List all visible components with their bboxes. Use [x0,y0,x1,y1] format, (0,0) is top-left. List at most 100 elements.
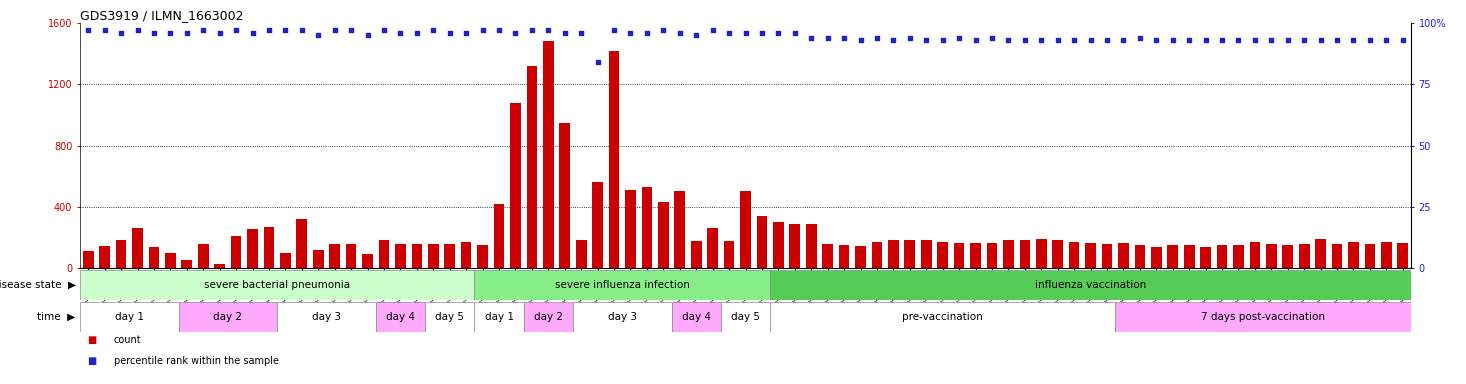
Text: pre-vaccination: pre-vaccination [902,312,984,322]
Point [1259,37,1283,43]
Point [553,30,576,36]
Bar [855,246,866,268]
Point [751,30,774,36]
Text: day 4: day 4 [682,312,711,322]
Bar [1101,243,1113,268]
Point [323,27,346,33]
Point [963,37,987,43]
Bar [198,244,208,268]
Bar [690,241,702,268]
Point [717,30,740,36]
Bar [1349,242,1359,268]
Bar [1119,243,1129,268]
Bar [84,251,94,268]
Bar [573,302,671,332]
Bar [312,250,324,268]
Bar [1167,245,1179,268]
Point [471,27,494,33]
Point [290,27,314,33]
Bar [773,222,784,268]
Point [1045,37,1069,43]
Point [734,30,758,36]
Point [947,35,970,41]
Point [1309,37,1333,43]
Bar [214,264,224,268]
Bar [806,223,817,268]
Text: day 5: day 5 [435,312,465,322]
Bar [1069,242,1079,268]
Bar [230,236,242,268]
Point [569,30,592,36]
Point [997,37,1020,43]
Text: day 3: day 3 [312,312,342,322]
Point [1177,37,1201,43]
Bar [592,182,603,268]
Point [372,27,396,33]
Bar [658,202,668,268]
Point [1341,37,1365,43]
Point [257,27,280,33]
Bar [1299,244,1309,268]
Point [504,30,528,36]
Point [192,27,216,33]
Bar [822,244,833,268]
Bar [707,228,718,268]
Point [833,35,856,41]
Point [174,30,198,36]
Bar [1019,240,1031,268]
Bar [1185,245,1195,268]
Point [881,37,905,43]
Point [1211,37,1234,43]
Point [899,35,922,41]
Bar [1201,247,1211,268]
Bar [1036,239,1047,268]
Bar [100,246,110,268]
Bar [642,187,652,268]
Bar [937,242,949,268]
Text: percentile rank within the sample: percentile rank within the sample [114,356,279,366]
Point [1391,37,1415,43]
Point [274,27,298,33]
Point [603,27,626,33]
Point [685,32,708,38]
Bar [608,51,619,268]
Point [208,30,232,36]
Text: day 2: day 2 [534,312,563,322]
Bar [1053,240,1063,268]
Bar [132,228,142,268]
Bar [1003,240,1014,268]
Bar [987,243,997,268]
Point [1129,35,1152,41]
Point [454,30,478,36]
Point [1358,37,1381,43]
Bar [1267,244,1277,268]
Bar [970,243,981,268]
Point [915,37,938,43]
Point [537,27,560,33]
Bar [460,242,472,268]
Bar [280,253,290,268]
Point [142,30,166,36]
Point [1193,37,1217,43]
Point [92,27,116,33]
Point [981,35,1004,41]
Bar [1249,242,1261,268]
Bar [888,240,899,268]
Point [849,37,872,43]
Bar [1085,243,1097,268]
Text: day 3: day 3 [608,312,636,322]
Point [799,35,822,41]
Point [931,37,954,43]
Bar [1116,302,1410,332]
Text: day 1: day 1 [485,312,513,322]
Text: severe bacterial pneumonia: severe bacterial pneumonia [204,280,350,290]
Text: GDS3919 / ILMN_1663002: GDS3919 / ILMN_1663002 [81,9,243,22]
Point [340,27,364,33]
Point [76,27,100,33]
Bar [1397,243,1409,268]
Bar [1331,244,1343,268]
Point [520,27,544,33]
Bar [264,227,274,268]
Bar [523,302,573,332]
Bar [346,243,356,268]
